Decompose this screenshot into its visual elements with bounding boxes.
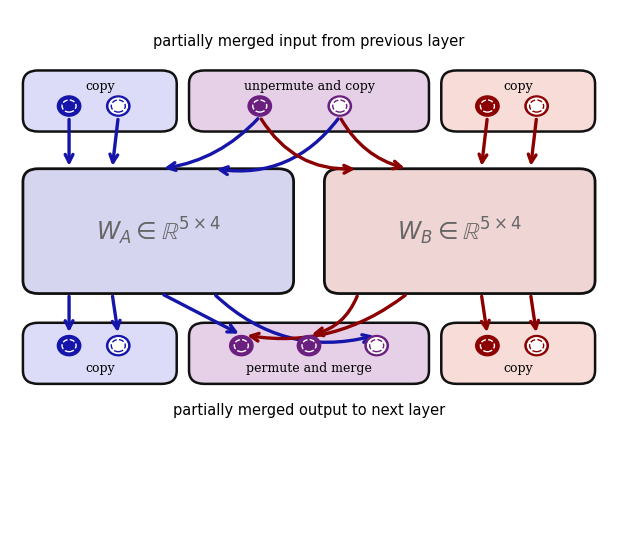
FancyBboxPatch shape: [441, 323, 595, 384]
Circle shape: [328, 96, 352, 116]
Text: copy: copy: [85, 80, 115, 93]
Circle shape: [57, 335, 81, 356]
FancyBboxPatch shape: [23, 70, 177, 131]
Circle shape: [525, 96, 548, 116]
Circle shape: [106, 335, 130, 356]
Text: copy: copy: [503, 80, 533, 93]
Circle shape: [106, 96, 130, 116]
Text: $W_A \in \mathbb{R}^{5\times4}$: $W_A \in \mathbb{R}^{5\times4}$: [96, 215, 221, 247]
FancyBboxPatch shape: [189, 323, 429, 384]
Circle shape: [248, 96, 271, 116]
FancyBboxPatch shape: [189, 70, 429, 131]
Circle shape: [109, 98, 127, 114]
Text: copy: copy: [85, 362, 115, 375]
Circle shape: [476, 96, 499, 116]
Text: $W_B \in \mathbb{R}^{5\times4}$: $W_B \in \mathbb{R}^{5\times4}$: [397, 215, 522, 247]
FancyBboxPatch shape: [23, 323, 177, 384]
Circle shape: [368, 337, 386, 354]
Text: partially merged output to next layer: partially merged output to next layer: [173, 403, 445, 418]
FancyBboxPatch shape: [23, 169, 294, 294]
Circle shape: [109, 337, 127, 354]
Text: unpermute and copy: unpermute and copy: [243, 80, 375, 93]
Text: permute and merge: permute and merge: [246, 362, 372, 375]
Circle shape: [476, 335, 499, 356]
FancyBboxPatch shape: [441, 70, 595, 131]
Circle shape: [528, 337, 546, 354]
Circle shape: [365, 335, 388, 356]
Circle shape: [57, 96, 81, 116]
Text: copy: copy: [503, 362, 533, 375]
Circle shape: [331, 98, 349, 114]
Circle shape: [230, 335, 253, 356]
Circle shape: [528, 98, 546, 114]
FancyBboxPatch shape: [324, 169, 595, 294]
Circle shape: [525, 335, 548, 356]
Circle shape: [297, 335, 321, 356]
Text: partially merged input from previous layer: partially merged input from previous lay…: [153, 34, 465, 49]
